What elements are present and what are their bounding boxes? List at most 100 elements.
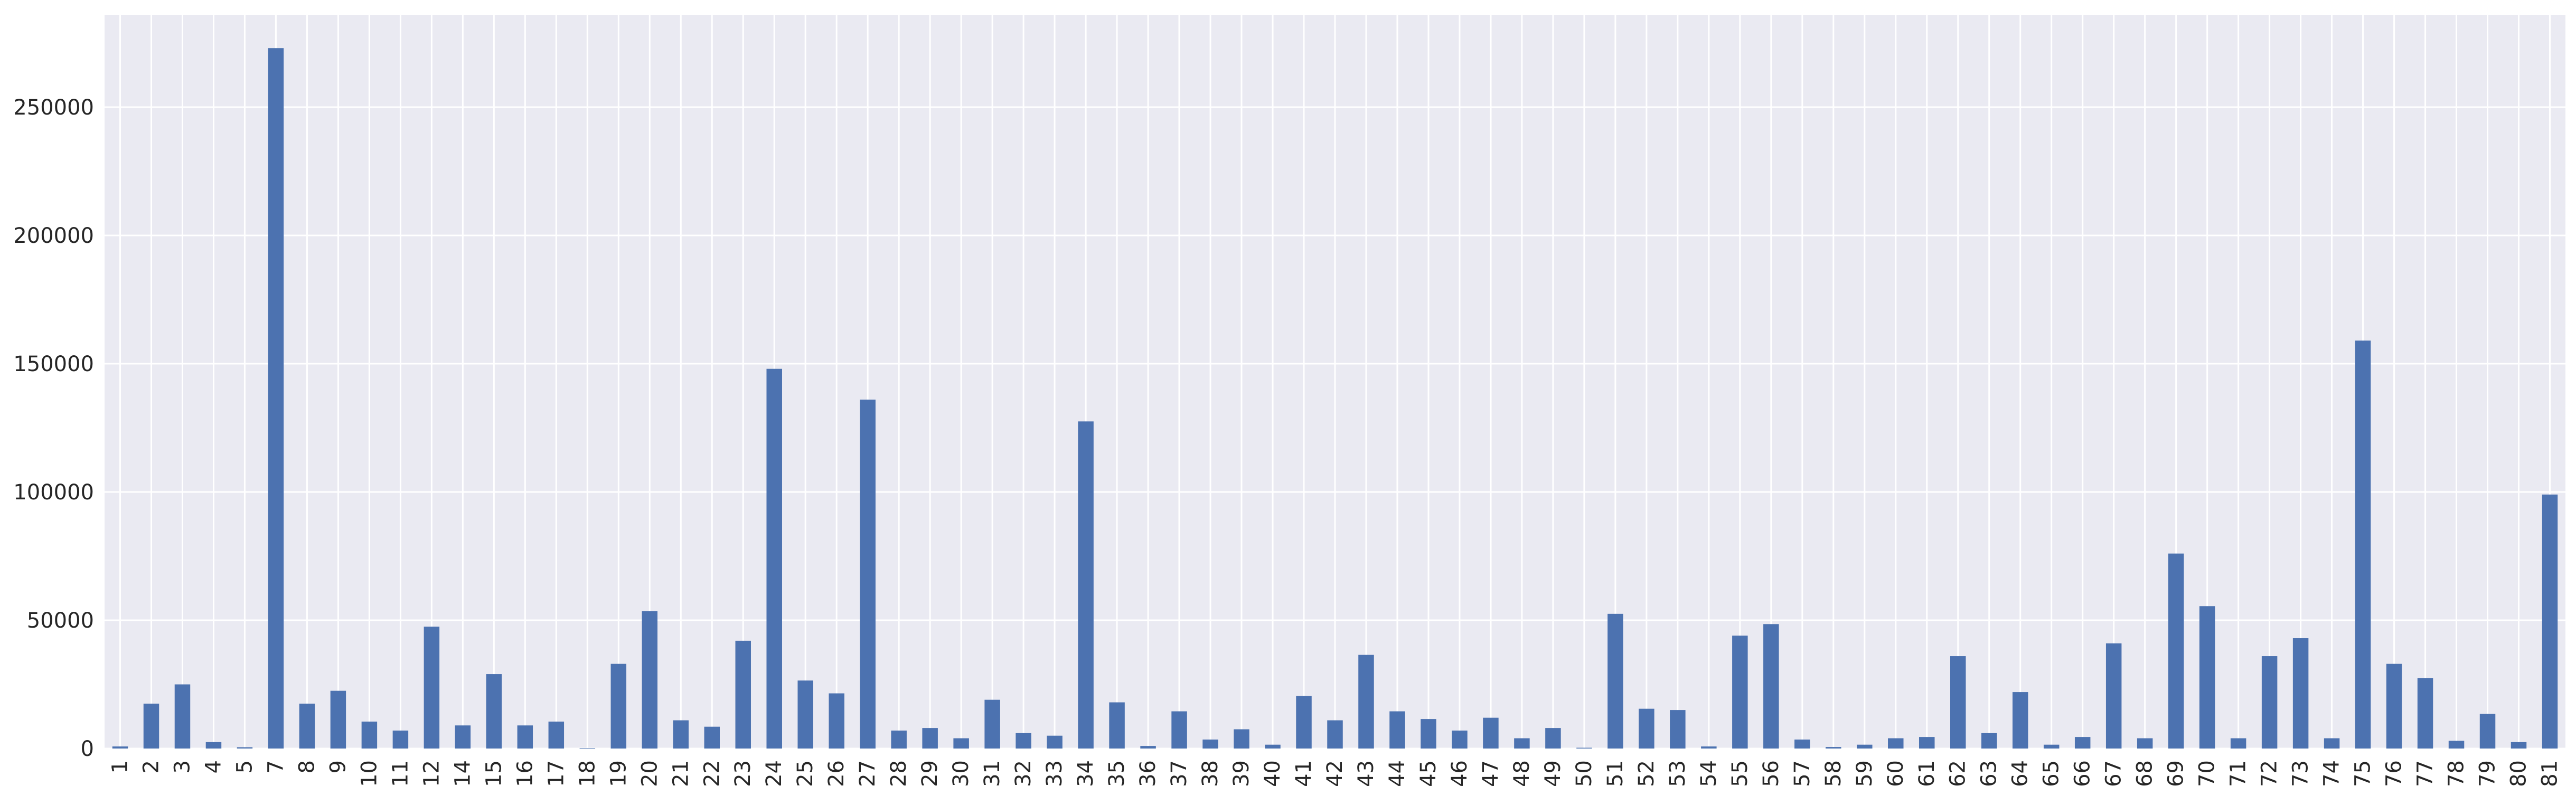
x-tick-label: 34 [1074, 760, 1098, 787]
bar-46 [1452, 730, 1468, 749]
bar-74 [2324, 738, 2340, 749]
bar-76 [2386, 664, 2402, 749]
bar-23 [735, 640, 751, 749]
bar-55 [1732, 636, 1748, 749]
bar-54 [1701, 746, 1717, 749]
x-tick-label: 10 [357, 760, 381, 787]
x-tick-label: 39 [1229, 760, 1254, 787]
bar-32 [1016, 733, 1031, 749]
x-tick-label: 78 [2445, 760, 2469, 787]
bar-67 [2105, 643, 2122, 749]
bar-41 [1296, 696, 1312, 749]
bar-77 [2417, 678, 2433, 749]
bar-68 [2137, 738, 2153, 749]
bar-45 [1421, 719, 1436, 749]
x-tick-label: 64 [2008, 760, 2033, 787]
y-tick-label: 0 [81, 737, 94, 761]
x-tick-label: 71 [2226, 760, 2251, 787]
x-tick-label: 4 [201, 760, 225, 773]
bar-24 [766, 368, 782, 749]
x-tick-label: 17 [544, 760, 568, 787]
x-tick-label: 31 [980, 760, 1004, 787]
bar-26 [829, 693, 844, 749]
bar-75 [2355, 340, 2371, 749]
x-tick-label: 33 [1042, 760, 1067, 787]
bar-27 [860, 400, 876, 749]
bar-12 [424, 627, 440, 749]
x-tick-label: 51 [1603, 760, 1628, 787]
x-tick-label: 42 [1323, 760, 1347, 787]
x-tick-label: 67 [2102, 760, 2126, 787]
bar-9 [330, 690, 346, 749]
x-tick-label: 61 [1915, 760, 1939, 787]
y-tick-label: 100000 [13, 480, 94, 505]
bar-43 [1358, 655, 1374, 749]
y-tick-label: 200000 [13, 224, 94, 248]
bar-34 [1078, 421, 1094, 749]
x-tick-label: 15 [482, 760, 506, 787]
x-tick-label: 53 [1666, 760, 1690, 787]
x-tick-label: 32 [1011, 760, 1036, 787]
x-tick-label: 80 [2507, 760, 2531, 787]
grid-lines [105, 15, 2565, 750]
x-tick-label: 70 [2195, 760, 2220, 787]
x-tick-label: 56 [1759, 760, 1783, 787]
bar-62 [1950, 656, 1966, 749]
bar-15 [486, 674, 502, 749]
bar-64 [2012, 692, 2028, 749]
x-tick-label: 37 [1167, 760, 1191, 787]
x-tick-label: 44 [1385, 760, 1409, 787]
x-tick-label: 11 [388, 760, 412, 787]
bar-35 [1109, 702, 1125, 749]
bar-20 [642, 611, 658, 749]
y-tick-label: 50000 [27, 609, 94, 633]
x-tick-label: 59 [1853, 760, 1877, 787]
x-tick-label: 55 [1728, 760, 1752, 787]
bar-72 [2261, 656, 2278, 749]
bar-63 [1981, 733, 1997, 749]
x-tick-label: 46 [1447, 760, 1472, 787]
x-tick-label: 29 [918, 760, 942, 787]
x-tick-label: 30 [949, 760, 973, 787]
x-tick-label: 35 [1105, 760, 1129, 787]
bar-71 [2230, 738, 2246, 749]
x-tick-label: 40 [1261, 760, 1285, 787]
x-tick-label: 25 [793, 760, 817, 787]
bar-51 [1607, 613, 1623, 749]
bar-58 [1826, 747, 1841, 749]
x-tick-label: 41 [1292, 760, 1316, 787]
x-tick-label: 24 [762, 760, 786, 787]
bar-7 [268, 48, 284, 749]
x-tick-label: 43 [1354, 760, 1378, 787]
bar-8 [299, 703, 315, 749]
x-tick-label: 75 [2351, 760, 2375, 787]
y-axis-ticks: 0 50000 100000 150000 200000 250000 [13, 96, 94, 761]
x-tick-label: 38 [1198, 760, 1223, 787]
x-tick-label: 63 [1977, 760, 2001, 787]
x-tick-label: 16 [513, 760, 537, 787]
x-tick-label: 76 [2382, 760, 2406, 787]
x-tick-label: 65 [2039, 760, 2064, 787]
x-tick-label: 68 [2133, 760, 2157, 787]
bar-60 [1888, 738, 1904, 749]
bar-29 [922, 728, 938, 749]
bar-25 [797, 680, 813, 749]
x-tick-label: 28 [887, 760, 911, 787]
bar-14 [455, 725, 471, 749]
x-tick-label: 21 [669, 760, 693, 787]
bar-56 [1763, 624, 1779, 749]
x-tick-label: 8 [295, 760, 319, 773]
bar-57 [1794, 739, 1810, 749]
x-tick-label: 20 [637, 760, 662, 787]
bar-65 [2043, 744, 2060, 749]
bar-78 [2448, 741, 2465, 749]
x-tick-label: 54 [1697, 760, 1721, 787]
bar-18 [579, 748, 596, 749]
x-axis-ticks: 1 2 3 4 5 7 8 9 10 11 12 14 15 16 17 18 19 20 21 22 23 24 25 26… [108, 760, 2562, 787]
bar-33 [1047, 735, 1063, 749]
bar-50 [1576, 747, 1592, 749]
bar-series [112, 48, 2558, 749]
x-tick-label: 60 [1884, 760, 1908, 787]
